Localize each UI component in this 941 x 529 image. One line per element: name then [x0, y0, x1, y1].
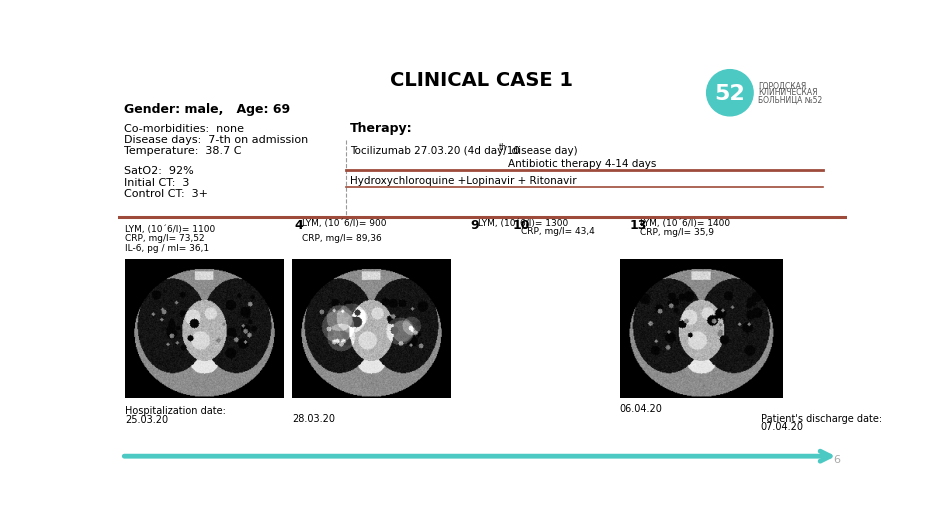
Text: CRP, mg/l= 35,9: CRP, mg/l= 35,9 [640, 228, 714, 238]
Text: LYM, (10´6/l)= 1400: LYM, (10´6/l)= 1400 [640, 219, 730, 228]
Text: Initial CT:  3: Initial CT: 3 [124, 178, 189, 188]
Text: 06.04.20: 06.04.20 [620, 404, 662, 414]
Text: Therapy:: Therapy: [350, 122, 413, 135]
Text: 10: 10 [513, 219, 531, 232]
Text: 6: 6 [834, 455, 840, 466]
Text: 9: 9 [470, 219, 479, 232]
Text: Tocilizumab 27.03.20 (4d day/10: Tocilizumab 27.03.20 (4d day/10 [350, 146, 520, 156]
Text: SatO2:  92%: SatO2: 92% [124, 166, 194, 176]
Text: Co-morbidities:  none: Co-morbidities: none [124, 124, 244, 134]
Text: БОЛЬНИЦА №52: БОЛЬНИЦА №52 [758, 95, 822, 104]
Text: CLINICAL CASE 1: CLINICAL CASE 1 [391, 71, 573, 90]
Text: Patient's discharge date:: Patient's discharge date: [761, 414, 882, 424]
Text: 28.03.20: 28.03.20 [292, 414, 335, 424]
Text: CRP, mg/l= 73,52: CRP, mg/l= 73,52 [125, 234, 205, 243]
Text: Hydroxychloroquine +Lopinavir + Ritonavir: Hydroxychloroquine +Lopinavir + Ritonavi… [350, 176, 577, 186]
Text: 4: 4 [295, 219, 303, 232]
Text: Disease days:  7-th on admission: Disease days: 7-th on admission [124, 135, 308, 145]
Text: CRP, mg/l= 89,36: CRP, mg/l= 89,36 [302, 234, 382, 243]
Circle shape [707, 70, 753, 116]
Text: Gender: male,   Age: 69: Gender: male, Age: 69 [124, 103, 290, 116]
Text: Hospitalization date:: Hospitalization date: [125, 406, 226, 416]
Text: Temperature:  38.7 C: Temperature: 38.7 C [124, 146, 241, 156]
Text: CRP, mg/l= 43,4: CRP, mg/l= 43,4 [520, 227, 595, 236]
Text: КЛИНИЧЕСКАЯ: КЛИНИЧЕСКАЯ [758, 88, 818, 97]
Text: LYM, (10´6/l)= 1300: LYM, (10´6/l)= 1300 [478, 219, 568, 228]
Text: 07.04.20: 07.04.20 [761, 422, 804, 432]
Text: Control CT:  3+: Control CT: 3+ [124, 189, 208, 199]
Text: IL-6, pg / ml= 36,1: IL-6, pg / ml= 36,1 [125, 244, 210, 253]
Text: LYM, (10´6/l)= 1100: LYM, (10´6/l)= 1100 [125, 225, 215, 234]
Text: Antibiotic therapy 4-14 days: Antibiotic therapy 4-14 days [508, 159, 657, 169]
Text: th: th [499, 143, 507, 152]
Text: disease day): disease day) [505, 146, 578, 156]
Text: ГОРОДСКАЯ: ГОРОДСКАЯ [758, 81, 806, 90]
Text: 25.03.20: 25.03.20 [125, 415, 168, 425]
Text: 13: 13 [630, 219, 646, 232]
Text: LYM, (10´6/l)= 900: LYM, (10´6/l)= 900 [302, 219, 387, 228]
Text: 52: 52 [714, 84, 745, 104]
